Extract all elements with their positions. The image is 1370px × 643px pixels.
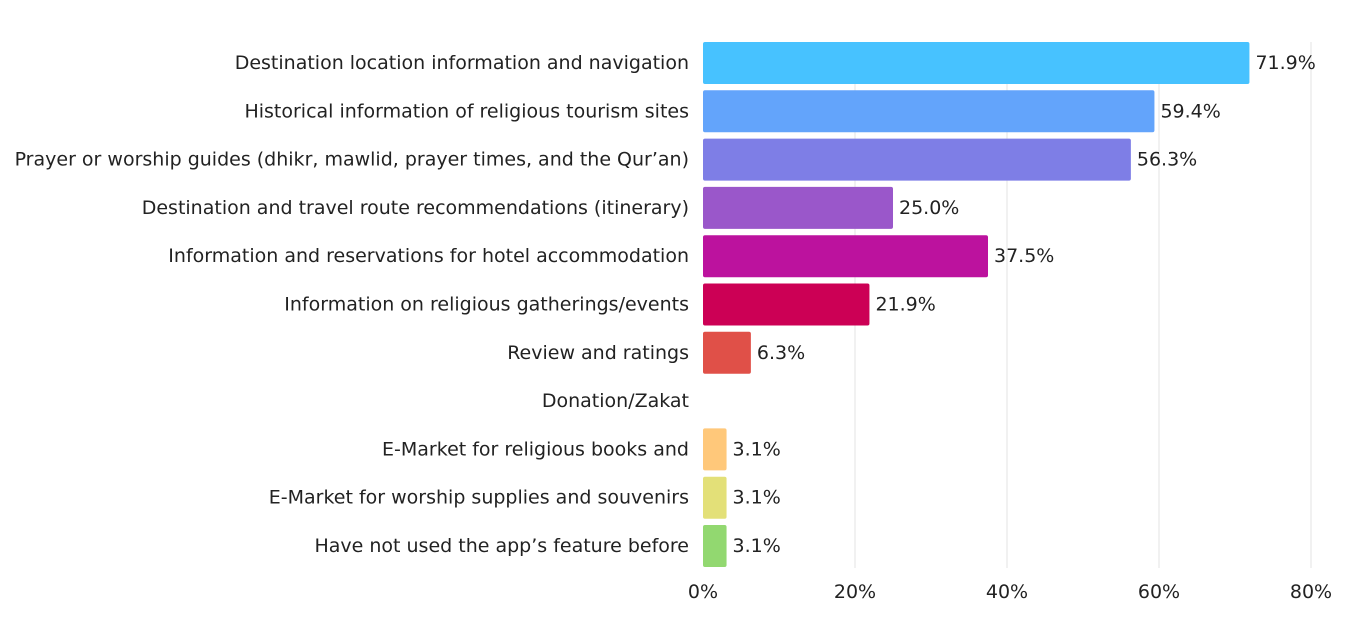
value-label-2: 56.3%: [1137, 149, 1197, 171]
category-label-7: Donation/Zakat: [542, 390, 689, 412]
bar-1: [703, 90, 1155, 133]
category-label-3: Destination and travel route recommendat…: [142, 197, 689, 219]
x-tick-label-0: 0%: [688, 581, 718, 603]
category-label-4: Information and reservations for hotel a…: [168, 245, 689, 267]
category-label-2: Prayer or worship guides (dhikr, mawlid,…: [15, 149, 689, 171]
bar-4: [703, 235, 988, 278]
value-label-4: 37.5%: [994, 245, 1054, 267]
bar-2: [703, 138, 1131, 181]
category-label-6: Review and ratings: [507, 342, 689, 364]
value-label-5: 21.9%: [875, 294, 935, 316]
value-label-1: 59.4%: [1160, 100, 1220, 122]
bar-9: [703, 476, 727, 519]
category-label-8: E-Market for religious books and: [382, 438, 689, 460]
value-label-8: 3.1%: [733, 438, 781, 460]
bar-3: [703, 186, 893, 229]
category-label-10: Have not used the app’s feature before: [314, 535, 689, 557]
bars: [703, 42, 1250, 567]
category-label-0: Destination location information and nav…: [235, 52, 689, 74]
category-label-9: E-Market for worship supplies and souven…: [269, 487, 689, 509]
value-label-3: 25.0%: [899, 197, 959, 219]
x-tick-label-1: 20%: [834, 581, 876, 603]
x-tick-label-3: 60%: [1138, 581, 1180, 603]
category-label-1: Historical information of religious tour…: [244, 100, 689, 122]
value-label-9: 3.1%: [733, 487, 781, 509]
category-labels: Destination location information and nav…: [15, 52, 689, 557]
value-labels: 71.9% 59.4% 56.3% 25.0% 37.5% 21.9% 6.3% 3.1% 3.…: [733, 52, 1316, 557]
bar-10: [703, 525, 727, 567]
bar-5: [703, 283, 870, 326]
value-label-6: 6.3%: [757, 342, 805, 364]
category-label-5: Information on religious gatherings/even…: [284, 294, 689, 316]
value-label-10: 3.1%: [733, 535, 781, 557]
x-tick-label-4: 80%: [1290, 581, 1332, 603]
bar-8: [703, 428, 727, 471]
x-tick-label-2: 40%: [986, 581, 1028, 603]
bar-0: [703, 42, 1250, 84]
x-axis-ticks: 0% 20% 40% 60% 80%: [688, 581, 1332, 603]
value-label-0: 71.9%: [1255, 52, 1315, 74]
bar-6: [703, 331, 751, 374]
